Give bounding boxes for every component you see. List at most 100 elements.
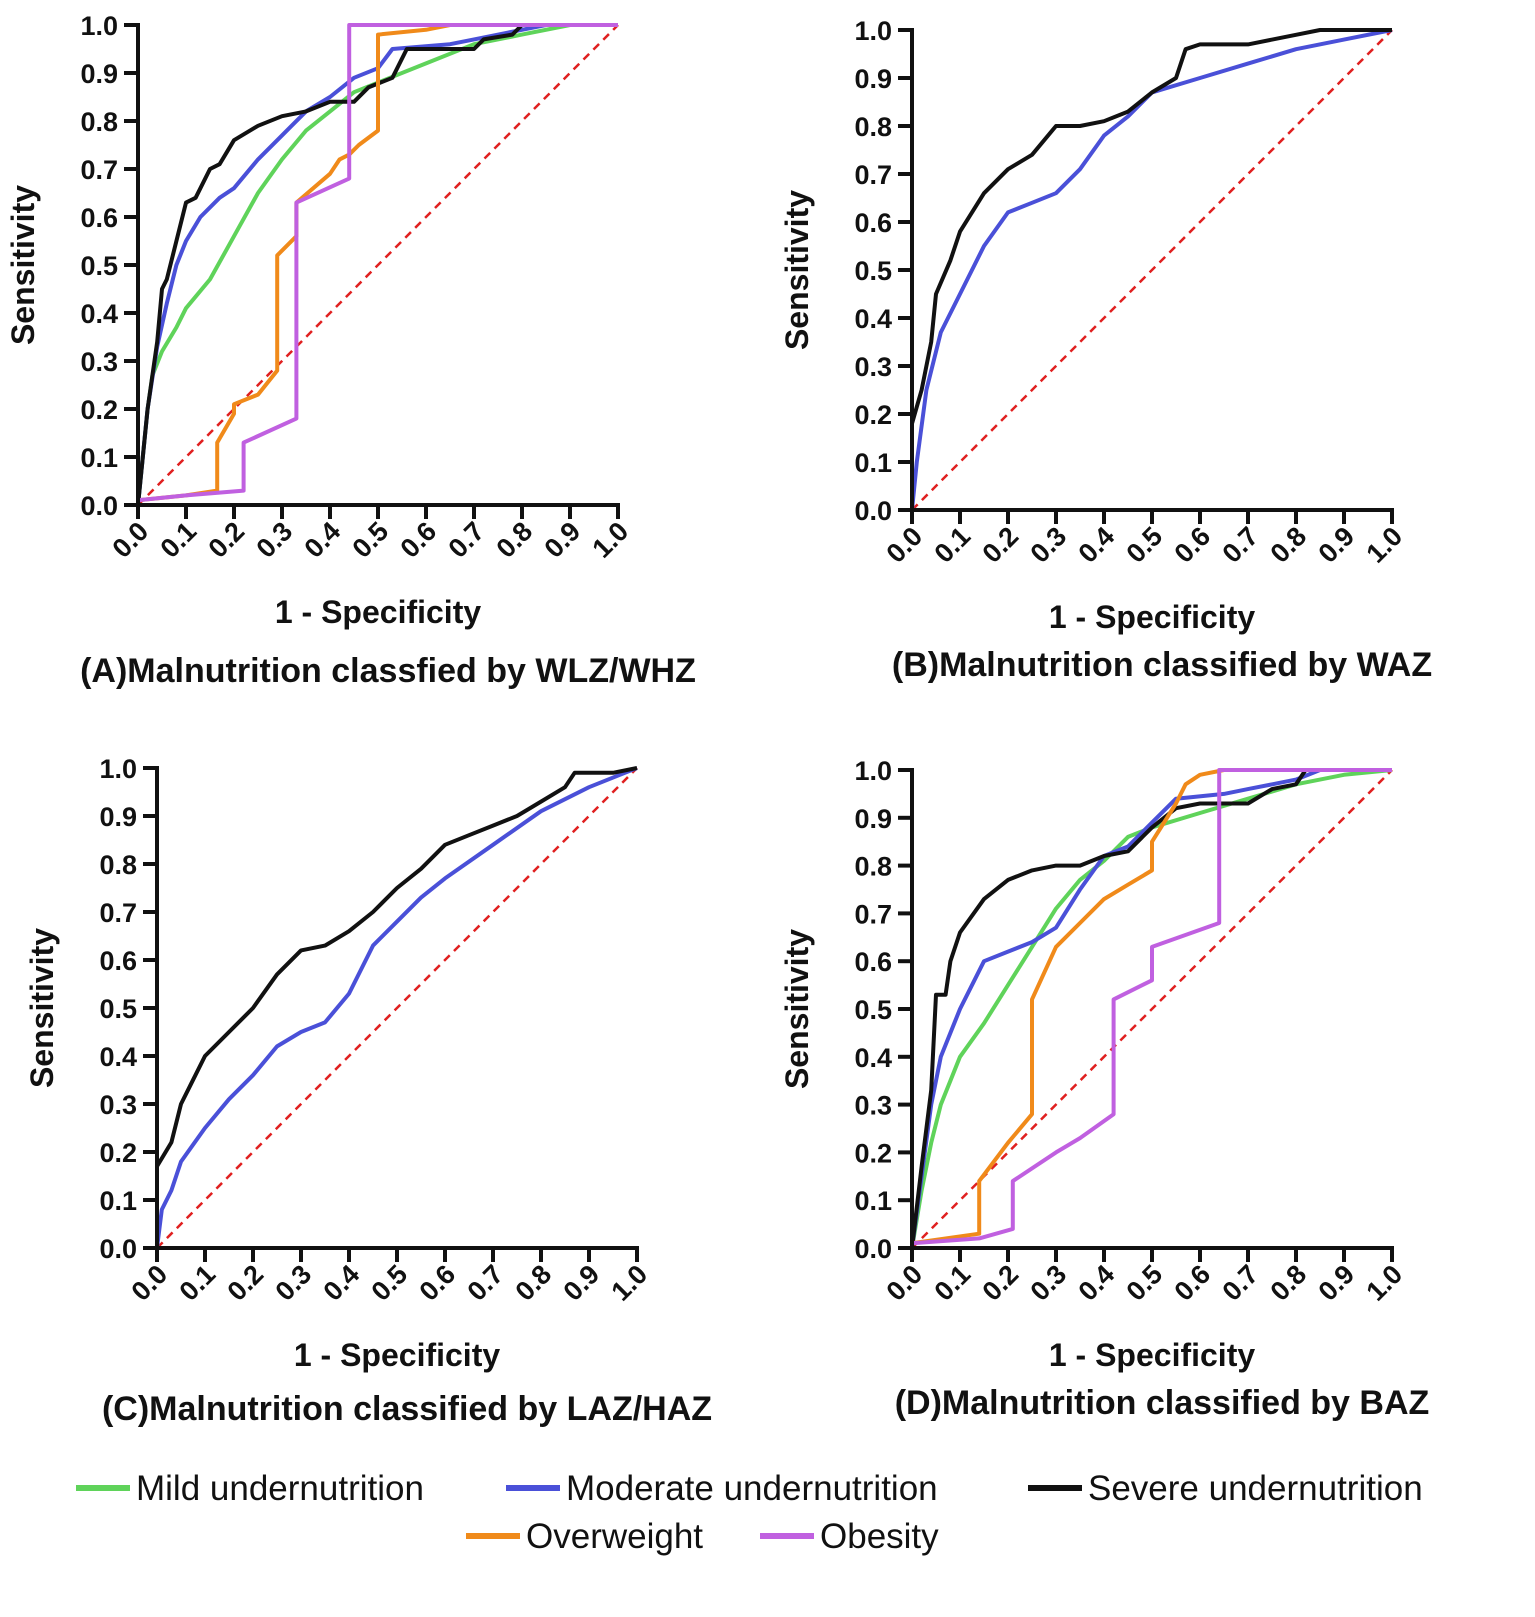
roc-curve-mild-undernutrition bbox=[910, 768, 1393, 1249]
x-tick-label: 0.2 bbox=[221, 1259, 269, 1307]
panel-b: 0.00.10.20.30.40.50.60.70.80.91.00.0 0.1 0… bbox=[779, 16, 1432, 684]
reference-diagonal bbox=[911, 769, 1393, 1249]
x-tick-label: 0.9 bbox=[557, 1259, 605, 1307]
reference-diagonal bbox=[911, 29, 1393, 511]
x-tick-label: 0.0 bbox=[125, 1259, 173, 1307]
x-tick-label: 0.6 bbox=[1168, 1259, 1216, 1307]
x-axis-label: 1 - Specificity bbox=[1049, 599, 1256, 635]
y-tick-label: 0.9 bbox=[80, 59, 118, 89]
y-tick-label: 0.3 bbox=[80, 347, 118, 377]
y-tick-label: 0.1 bbox=[854, 448, 892, 478]
legend-label: Severe undernutrition bbox=[1088, 1469, 1423, 1508]
x-tick-label: 1.0 bbox=[1360, 1259, 1408, 1307]
x-tick-label: 0.9 bbox=[1312, 1259, 1360, 1307]
x-tick-label: 0.5 bbox=[346, 516, 394, 564]
x-tick-label: 0.5 bbox=[365, 1259, 413, 1307]
x-tick-label: 0.2 bbox=[976, 521, 1024, 569]
y-axis-label: Sensitivity bbox=[779, 929, 815, 1089]
roc-curve-obesity bbox=[911, 768, 1392, 1246]
roc-curve-severe-undernutrition bbox=[910, 28, 1392, 510]
y-tick-label: 0.2 bbox=[854, 1138, 892, 1168]
y-tick-label: 1.0 bbox=[854, 756, 892, 786]
y-tick-label: 0.8 bbox=[99, 850, 137, 880]
y-tick-label: 0.1 bbox=[99, 1186, 137, 1216]
y-tick-label: 0.1 bbox=[854, 1186, 892, 1216]
y-tick-label: 0.9 bbox=[854, 804, 892, 834]
legend-item: Moderate undernutrition bbox=[506, 1469, 938, 1508]
x-tick-label: 0.0 bbox=[880, 1259, 928, 1307]
x-tick-label: 0.6 bbox=[1168, 521, 1216, 569]
x-tick-label: 0.3 bbox=[269, 1259, 317, 1307]
panel-title: (B)Malnutrition classified by WAZ bbox=[892, 646, 1432, 684]
x-tick-label: 0.6 bbox=[394, 516, 442, 564]
reference-diagonal bbox=[156, 767, 638, 1249]
y-axis-label: Sensitivity bbox=[24, 928, 60, 1088]
y-tick-label: 0.3 bbox=[99, 1090, 137, 1120]
x-tick-label: 0.1 bbox=[173, 1259, 221, 1307]
legend-label: Moderate undernutrition bbox=[566, 1469, 938, 1508]
x-tick-label: 1.0 bbox=[586, 516, 634, 564]
y-tick-label: 0.9 bbox=[854, 64, 892, 94]
panel-c: 0.00.10.20.30.40.50.60.70.80.91.00.0 0.1 0… bbox=[24, 754, 712, 1428]
x-tick-label: 1.0 bbox=[1360, 521, 1408, 569]
y-tick-label: 0.0 bbox=[99, 1234, 137, 1264]
legend-item: Mild undernutrition bbox=[76, 1469, 424, 1508]
x-tick-label: 0.1 bbox=[928, 1259, 976, 1307]
x-tick-label: 0.4 bbox=[1072, 1259, 1120, 1307]
y-tick-label: 0.6 bbox=[854, 947, 892, 977]
x-tick-label: 0.2 bbox=[202, 516, 250, 564]
roc-curve-obesity bbox=[137, 23, 618, 503]
x-tick-label: 0.0 bbox=[880, 521, 928, 569]
panel-title: (D)Malnutrition classified by BAZ bbox=[895, 1384, 1430, 1422]
x-tick-label: 0.7 bbox=[442, 516, 490, 564]
panel-a: 0.00.10.20.30.40.50.60.70.80.91.00.0 0.1 0… bbox=[5, 11, 696, 690]
y-tick-label: 0.2 bbox=[854, 400, 892, 430]
x-tick-label: 0.7 bbox=[1216, 521, 1264, 569]
legend-item: Obesity bbox=[760, 1517, 939, 1556]
y-tick-label: 1.0 bbox=[854, 16, 892, 46]
x-tick-label: 0.3 bbox=[1024, 1259, 1072, 1307]
x-axis-label: 1 - Specificity bbox=[294, 1337, 501, 1373]
y-axis-label: Sensitivity bbox=[779, 190, 815, 350]
x-tick-label: 0.3 bbox=[1024, 521, 1072, 569]
y-tick-label: 0.7 bbox=[99, 898, 137, 928]
y-tick-label: 0.2 bbox=[80, 395, 118, 425]
legend-item: Severe undernutrition bbox=[1028, 1469, 1423, 1508]
y-tick-label: 0.8 bbox=[854, 852, 892, 882]
x-tick-label: 0.7 bbox=[461, 1259, 509, 1307]
y-tick-label: 1.0 bbox=[99, 754, 137, 784]
y-tick-label: 0.5 bbox=[99, 994, 137, 1024]
reference-diagonal bbox=[137, 24, 619, 506]
legend-label: Obesity bbox=[820, 1517, 939, 1556]
roc-curve-severe-undernutrition bbox=[136, 23, 618, 506]
y-tick-label: 0.0 bbox=[80, 491, 118, 521]
y-tick-label: 0.2 bbox=[99, 1138, 137, 1168]
y-tick-label: 0.4 bbox=[854, 304, 892, 334]
legend-item: Overweight bbox=[466, 1517, 703, 1556]
legend-label: Overweight bbox=[526, 1517, 703, 1556]
panel-title: (A)Malnutrition classfied by WLZ/WHZ bbox=[80, 652, 696, 690]
roc-curve-moderate-undernutrition bbox=[155, 766, 638, 1249]
roc-curve-moderate-undernutrition bbox=[136, 23, 618, 506]
x-tick-label: 0.4 bbox=[317, 1259, 365, 1307]
x-tick-label: 0.5 bbox=[1120, 521, 1168, 569]
x-tick-label: 0.6 bbox=[413, 1259, 461, 1307]
legend-label: Mild undernutrition bbox=[136, 1469, 424, 1508]
panel-title: (C)Malnutrition classified by LAZ/HAZ bbox=[102, 1390, 712, 1428]
x-tick-label: 0.8 bbox=[490, 516, 538, 564]
y-tick-label: 0.7 bbox=[80, 155, 118, 185]
y-tick-label: 0.3 bbox=[854, 1091, 892, 1121]
y-tick-label: 0.5 bbox=[854, 256, 892, 286]
y-tick-label: 0.0 bbox=[854, 1234, 892, 1264]
y-tick-label: 0.4 bbox=[854, 1043, 892, 1073]
x-tick-label: 0.5 bbox=[1120, 1259, 1168, 1307]
y-tick-label: 0.0 bbox=[854, 496, 892, 526]
x-tick-label: 0.0 bbox=[106, 516, 154, 564]
y-axis-label: Sensitivity bbox=[5, 185, 41, 345]
x-tick-label: 0.7 bbox=[1216, 1259, 1264, 1307]
y-tick-label: 0.5 bbox=[80, 251, 118, 281]
y-tick-label: 0.1 bbox=[80, 443, 118, 473]
x-tick-label: 0.2 bbox=[976, 1259, 1024, 1307]
y-tick-label: 0.5 bbox=[854, 995, 892, 1025]
x-axis-label: 1 - Specificity bbox=[275, 594, 482, 630]
